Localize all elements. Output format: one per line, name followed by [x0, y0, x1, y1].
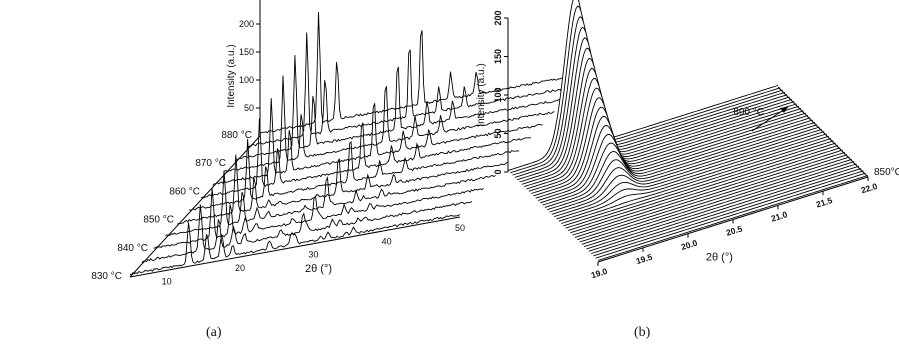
panel-b-chart: 0 50 100 150 200 Intensity (a.u.) 19.0 19.5 20.0…	[476, 0, 899, 280]
trace-34	[584, 161, 855, 248]
trace-32	[579, 156, 850, 243]
series-label-start: 850°C	[874, 167, 899, 178]
trace-27	[567, 145, 839, 231]
depth-axis-line	[777, 86, 869, 178]
series-label-5: 880 °C	[221, 130, 252, 141]
x-tick-label-20: 20	[235, 263, 245, 273]
trace-31	[577, 154, 848, 241]
trace-5	[212, 98, 543, 186]
panel-b-caption: (b)	[634, 325, 651, 340]
trace-37	[590, 168, 862, 254]
x-axis-label: 2θ (°)	[706, 251, 733, 263]
trace-28	[570, 147, 841, 234]
trace-38	[593, 170, 864, 257]
series-label-end: 890 °C	[733, 107, 764, 118]
series-label-4: 870 °C	[195, 158, 226, 169]
y-tick-label-200: 200	[493, 10, 503, 25]
series-label-1: 840 °C	[117, 243, 148, 254]
x-tick-label-10: 10	[162, 276, 172, 286]
x-tick-label-20.0: 20.0	[680, 238, 699, 252]
y-tick-label-150: 150	[239, 47, 254, 57]
trace-8	[177, 154, 508, 225]
trace-7	[188, 138, 520, 211]
y-axis-label: Intensity (a.u.)	[476, 63, 487, 126]
trace-26	[565, 142, 836, 229]
x-tick-label-21.5: 21.5	[815, 195, 834, 209]
series-label-3: 860 °C	[169, 186, 200, 197]
y-tick-label-0: 0	[493, 169, 503, 174]
y-tick-label-50: 50	[244, 103, 254, 113]
trace-25	[563, 140, 834, 227]
x-tick-label-21.0: 21.0	[770, 209, 789, 223]
y-tick-label-100: 100	[493, 87, 503, 102]
trace-30	[574, 151, 846, 238]
y-tick-label-250: 250	[239, 0, 254, 1]
y-tick-label-150: 150	[493, 49, 503, 64]
panel-a-chart: 50 100 150 200 250 Intensity (a.u.) 10 20 30 40 50…	[91, 0, 591, 286]
x-axis-line	[129, 216, 461, 278]
trace-9	[165, 170, 496, 237]
y-tick-label-200: 200	[239, 19, 254, 29]
y-tick-label-100: 100	[239, 75, 254, 85]
x-tick-label-22.0: 22.0	[860, 181, 879, 195]
y-axis-label: Intensity (a.u.)	[226, 44, 237, 107]
x-tick-label-19.5: 19.5	[635, 252, 654, 266]
x-axis-label: 2θ (°)	[305, 263, 332, 275]
panel-a-caption: (a)	[206, 325, 222, 340]
series-label-2: 850 °C	[143, 215, 174, 226]
trace-6	[200, 118, 531, 199]
trace-33	[581, 158, 852, 245]
x-tick-label-40: 40	[382, 236, 392, 246]
series-direction-arrow-head	[780, 107, 788, 113]
trace-36	[588, 165, 859, 252]
trace-24	[560, 138, 832, 224]
trace-35	[586, 163, 857, 250]
trace-12	[130, 214, 461, 276]
trace-10	[153, 187, 484, 249]
x-tick-label-19.0: 19.0	[590, 266, 609, 280]
trace-29	[572, 149, 843, 236]
x-tick-label-20.5: 20.5	[725, 223, 744, 237]
y-tick-label-50: 50	[493, 128, 503, 138]
trace-1	[507, 0, 779, 171]
x-tick-label-30: 30	[308, 250, 318, 260]
series-label-0: 830 °C	[91, 271, 122, 282]
trace-40	[597, 175, 869, 261]
series-direction-arrow-line	[751, 106, 789, 132]
x-tick-label-50: 50	[455, 223, 465, 233]
trace-39	[595, 172, 866, 259]
trace-23	[558, 135, 829, 222]
trace-11	[141, 201, 473, 263]
